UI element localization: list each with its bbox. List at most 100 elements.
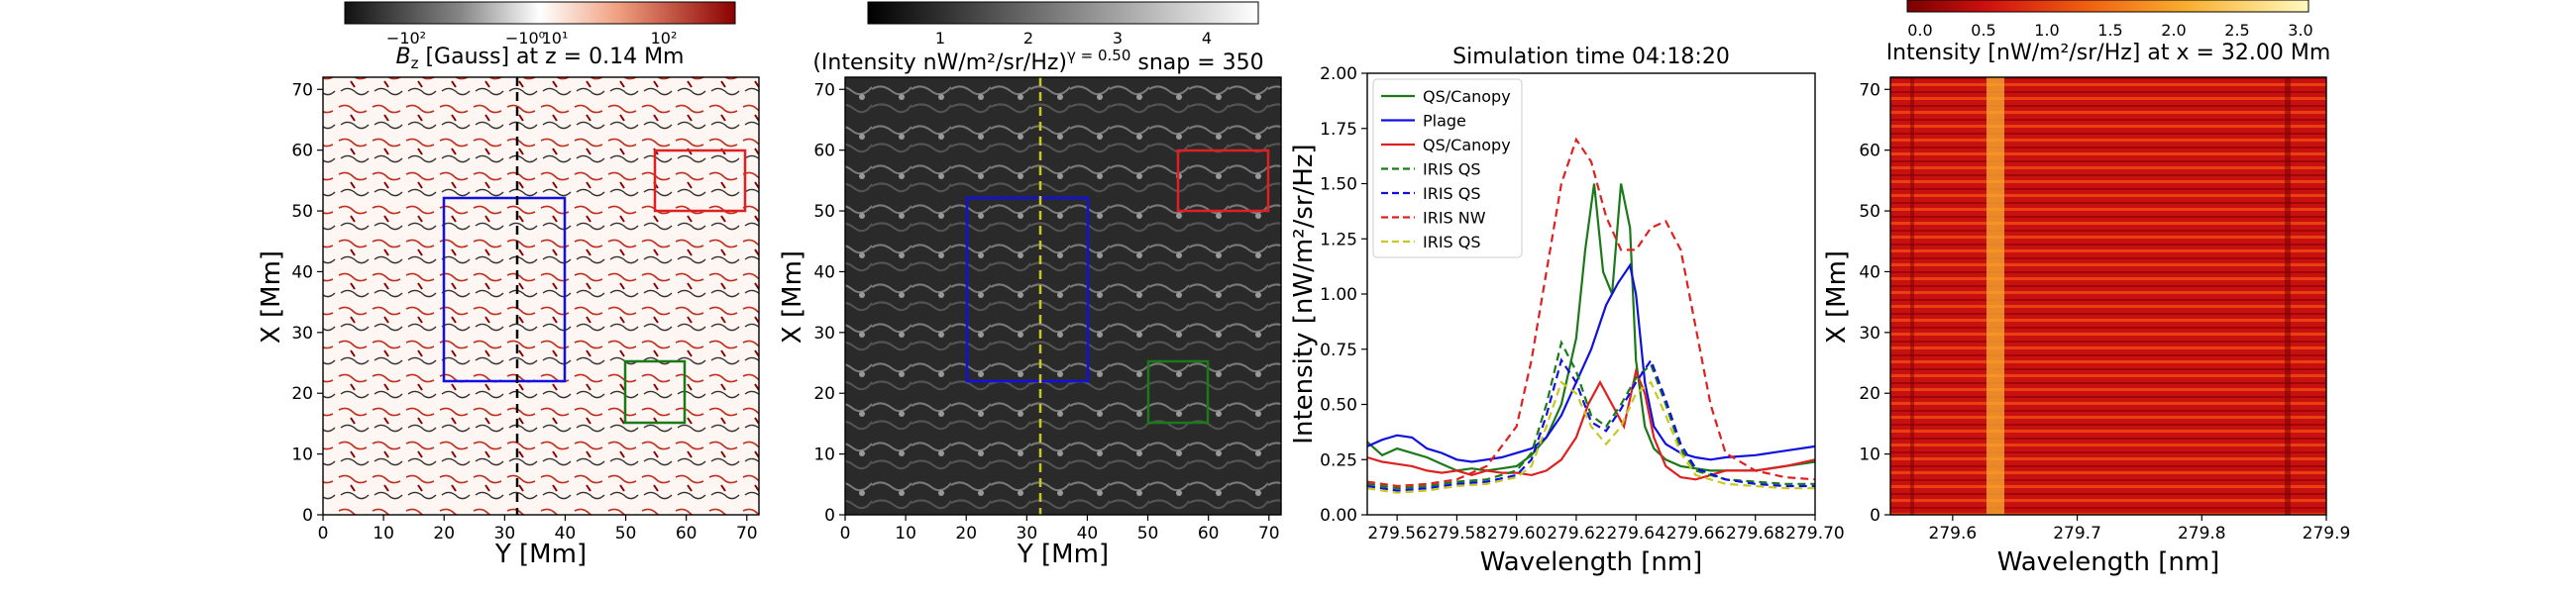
series-line-iris-qs-6 (1366, 380, 1815, 494)
y-tick-label: 40 (291, 262, 313, 282)
y-tick-label: 0.75 (1320, 341, 1357, 360)
region-box-red (653, 148, 747, 213)
x-tick-label: 70 (1258, 524, 1280, 544)
colorbar-intensity-tick: 3 (1113, 29, 1123, 48)
y-tick-label: 0.50 (1320, 396, 1357, 416)
panel-line-chart: Simulation time 04:18:20 279.56 279.58 279… (1289, 45, 1845, 577)
panel-bz-ticks: 0 10 20 30 40 50 60 70 0 10 20 30 40 50 60 70 (291, 80, 757, 544)
chart-ticks: 279.56 279.58 279.60 279.62 279.64 279.66 279.… (1320, 64, 1845, 544)
legend-label: QS/Canopy (1423, 136, 1511, 154)
x-tick-label: 279.60 (1487, 524, 1546, 544)
panel-spectrum-ticks: 279.6 279.7 279.8 279.9 0 10 20 30 40 50 60 70 (1859, 80, 2350, 544)
panel-intensity-xlabel: Y [Mm] (1017, 540, 1109, 569)
y-tick-label: 20 (813, 384, 835, 404)
bz-image (323, 77, 759, 515)
chart-legend: QS/Canopy Plage QS/Canopy IRIS QS IRIS QS IRI… (1372, 78, 1523, 258)
y-tick-label: 0 (302, 506, 313, 526)
region-box-red (1176, 148, 1270, 213)
legend-label: Plage (1423, 112, 1466, 131)
x-tick-label: 0 (840, 524, 851, 544)
panel-spectrum-title: Intensity [nW/m²/sr/Hz] at x = 32.00 Mm (1886, 41, 2331, 65)
chart-xlabel: Wavelength [nm] (1480, 547, 1703, 577)
panel-spectrum-map: 0.0 0.5 1.0 1.5 2.0 2.5 3.0 Intensity [n… (1822, 0, 2350, 577)
y-tick-label: 2.00 (1320, 64, 1357, 84)
x-tick-label: 279.56 (1367, 524, 1426, 544)
legend-label: IRIS QS (1423, 160, 1481, 179)
x-tick-label: 30 (494, 524, 516, 544)
panel-bz-frame (322, 76, 760, 516)
y-tick-label: 30 (291, 324, 313, 344)
spectrum-core-bright (1986, 77, 2004, 515)
legend-label: QS/Canopy (1423, 87, 1511, 106)
x-tick-label: 20 (433, 524, 455, 544)
legend-label: IRIS NW (1423, 209, 1486, 228)
series-line-qs-canopy-2 (1366, 367, 1816, 481)
panel-intensity-title: (Intensity nW/m²/sr/Hz)γ = 0.50 snap = 3… (812, 47, 1263, 75)
panel-intensity-map: 1 2 3 4 (Intensity nW/m²/sr/Hz)γ = 0.50 … (778, 1, 1282, 569)
series-line-iris-nw-5 (1366, 137, 1816, 488)
chart-ylabel: Intensity [nW/m²/sr/Hz] (1289, 144, 1319, 444)
panel-bz-ylabel: X [Mm] (257, 250, 286, 344)
colorbar-spectrum-tick: 1.0 (2034, 21, 2059, 40)
x-tick-label: 279.68 (1726, 524, 1784, 544)
panel-bz-xlabel: Y [Mm] (494, 540, 587, 569)
colorbar-spectrum (1906, 0, 2309, 13)
y-tick-label: 50 (813, 202, 835, 222)
chart-series (1366, 137, 1816, 494)
y-tick-label: 70 (291, 80, 313, 100)
colorbar-bz-tick: −10⁰ (505, 29, 545, 48)
x-tick-label: 60 (676, 524, 698, 544)
y-tick-label: 0 (1870, 506, 1880, 526)
y-tick-label: 50 (1859, 202, 1880, 222)
series-line-qs-canopy-0 (1366, 183, 1816, 472)
x-tick-label: 20 (955, 524, 977, 544)
x-tick-label: 279.64 (1606, 524, 1664, 544)
region-box-green (623, 359, 687, 425)
series-line-plage-1 (1366, 262, 1816, 463)
y-tick-label: 1.25 (1320, 230, 1357, 249)
x-tick-label: 279.9 (2303, 524, 2351, 544)
y-tick-label: 10 (1859, 446, 1880, 465)
y-tick-label: 30 (1859, 324, 1880, 344)
colorbar-bz-tick: −10² (386, 29, 426, 48)
y-tick-label: 1.00 (1320, 285, 1357, 305)
y-tick-label: 20 (1859, 384, 1880, 404)
x-tick-label: 279.7 (2053, 524, 2101, 544)
y-tick-label: 60 (291, 142, 313, 161)
y-tick-label: 10 (291, 446, 313, 465)
y-tick-label: 40 (1859, 262, 1880, 282)
y-tick-label: 30 (813, 324, 835, 344)
legend-frame (1372, 78, 1523, 258)
colorbar-spectrum-tick: 0.0 (1907, 21, 1932, 40)
y-tick-label: 40 (813, 262, 835, 282)
panel-intensity-ticks: 0 10 20 30 40 50 60 70 0 10 20 30 40 50 60 70 (813, 80, 1279, 544)
y-tick-label: 70 (1859, 80, 1880, 100)
panel-spectrum-frame (1889, 76, 2327, 516)
colorbar-spectrum-tick: 2.5 (2224, 21, 2249, 40)
x-tick-label: 279.6 (1929, 524, 1978, 544)
y-tick-label: 0 (824, 506, 835, 526)
x-tick-label: 40 (1077, 524, 1099, 544)
colorbar-spectrum-tick: 1.5 (2097, 21, 2122, 40)
colorbar-spectrum-tick: 2.0 (2161, 21, 2186, 40)
panel-intensity-ylabel: X [Mm] (778, 250, 807, 344)
colorbar-intensity-tick: 2 (1023, 29, 1033, 48)
x-tick-label: 279.66 (1666, 524, 1725, 544)
x-tick-label: 0 (318, 524, 329, 544)
y-tick-label: 10 (813, 446, 835, 465)
x-tick-label: 279.8 (2178, 524, 2226, 544)
colorbar-spectrum-tick: 0.5 (1971, 21, 1995, 40)
x-tick-label: 10 (373, 524, 394, 544)
colorbar-bz (344, 1, 736, 25)
bz-boxes (442, 77, 747, 515)
x-tick-label: 10 (895, 524, 916, 544)
chart-title: Simulation time 04:18:20 (1452, 45, 1730, 69)
spectrum-line-dark (1910, 77, 1914, 515)
y-tick-label: 60 (1859, 142, 1880, 161)
x-tick-label: 279.70 (1785, 524, 1844, 544)
legend-label: IRIS QS (1423, 233, 1481, 251)
region-box-blue (965, 196, 1090, 383)
panel-bz-map: −10² −10⁰ 10¹ 10² Bz [Gauss] at z = 0.14… (257, 1, 760, 569)
series-line-iris-qs-4 (1366, 357, 1815, 492)
